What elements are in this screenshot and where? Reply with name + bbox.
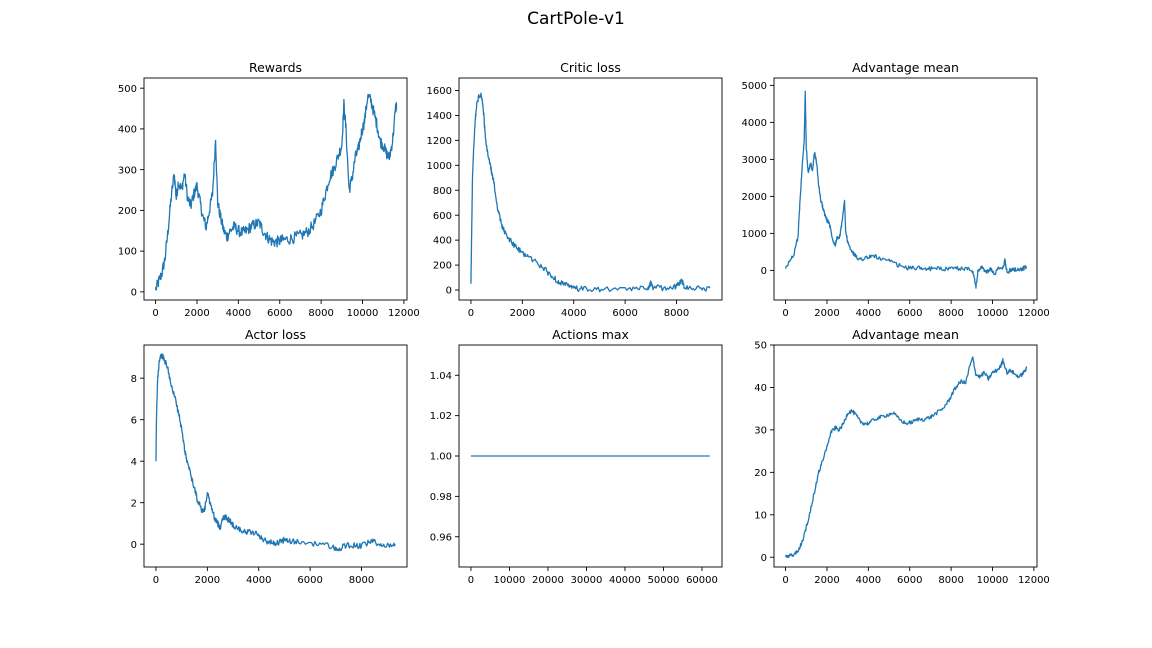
x-tick-label: 20000 [532,575,564,586]
y-tick-label: 2 [131,498,137,509]
x-tick-label: 8000 [308,308,333,319]
x-tick-label: 8000 [938,308,963,319]
subplot-title: Advantage mean [852,327,959,342]
y-tick-label: 200 [118,206,137,217]
x-tick-label: 10000 [494,575,526,586]
x-tick-label: 12000 [388,308,420,319]
subplot-2: Critic loss 0 2000 4000 6000 8000 0 200 400 600 80… [427,60,723,319]
x-tick-label: 50000 [648,575,680,586]
x-tick-label: 4000 [226,308,251,319]
series-line [470,92,711,293]
y-tick-label: 4000 [742,118,767,129]
x-tick-label: 0 [468,308,474,319]
x-tick-label: 10000 [977,308,1009,319]
y-tick-label: 600 [433,211,452,222]
x-tick-label: 2000 [184,308,209,319]
subplot-title: Actor loss [245,327,306,342]
y-tick-label: 20 [754,468,767,479]
y-tick-label: 1200 [427,136,452,147]
y-tick-label: 200 [433,261,452,272]
y-tick-label: 1400 [427,111,452,122]
y-tick-label: 0 [761,553,767,564]
y-tick-label: 300 [118,165,137,176]
axes-frame [143,344,408,568]
series-line [155,353,396,552]
x-tick-label: 30000 [571,575,603,586]
y-tick-label: 30 [754,425,767,436]
axes-frame [143,77,408,301]
x-tick-label: 10000 [977,575,1009,586]
axes-frame [773,344,1038,568]
y-tick-label: 1000 [742,229,767,240]
y-tick-label: 500 [118,84,137,95]
y-tick-label: 10 [754,510,767,521]
x-tick-label: 4000 [856,575,881,586]
y-tick-label: 1600 [427,86,452,97]
y-tick-label: 0.98 [430,492,452,503]
x-tick-label: 0 [782,308,788,319]
x-tick-label: 6000 [897,575,922,586]
y-tick-label: 2000 [742,192,767,203]
y-tick-label: 0.96 [430,532,452,543]
x-tick-label: 40000 [609,575,641,586]
series-line [154,93,398,291]
y-tick-label: 0 [761,266,767,277]
figure-title: CartPole-v1 [527,9,625,29]
y-tick-label: 6 [131,415,137,426]
x-tick-label: 6000 [612,308,637,319]
subplot-title: Critic loss [560,60,621,75]
x-tick-label: 0 [153,575,159,586]
y-tick-label: 1.04 [430,371,452,382]
x-tick-label: 8000 [664,308,689,319]
y-tick-label: 8 [131,374,137,385]
x-tick-label: 0 [468,575,474,586]
x-tick-label: 12000 [1018,575,1050,586]
x-tick-label: 6000 [267,308,292,319]
y-tick-label: 0 [131,287,137,298]
x-tick-label: 60000 [686,575,718,586]
y-tick-label: 100 [118,247,137,258]
subplot-5: Actions max 0 10000 20000 30000 40000 50000 600… [430,327,723,586]
x-tick-label: 2000 [195,575,220,586]
y-tick-label: 800 [433,186,452,197]
subplot-1: Rewards 0 2000 4000 6000 8000 10000 12000 0 100 20… [118,60,420,319]
y-tick-label: 1000 [427,161,452,172]
x-tick-label: 8000 [938,575,963,586]
x-tick-label: 4000 [856,308,881,319]
x-tick-label: 8000 [349,575,374,586]
y-tick-label: 0 [131,540,137,551]
x-tick-label: 6000 [297,575,322,586]
subplot-6: Advantage mean 0 2000 4000 6000 8000 10000 1200… [754,327,1050,586]
x-tick-label: 4000 [561,308,586,319]
x-tick-label: 12000 [1018,308,1050,319]
x-tick-label: 6000 [897,308,922,319]
y-tick-label: 1.02 [430,411,452,422]
y-tick-label: 400 [118,125,137,136]
x-tick-label: 10000 [347,308,379,319]
subplot-title: Advantage mean [852,60,959,75]
x-tick-label: 2000 [814,308,839,319]
x-tick-label: 0 [782,575,788,586]
y-tick-label: 4 [131,457,137,468]
y-tick-label: 40 [754,383,767,394]
series-line [784,90,1028,289]
y-tick-label: 3000 [742,155,767,166]
axes-frame [458,77,723,301]
subplot-title: Actions max [552,327,629,342]
x-tick-label: 4000 [246,575,271,586]
series-line [784,356,1028,559]
y-tick-label: 50 [754,341,767,352]
y-tick-label: 1.00 [430,452,452,463]
x-tick-label: 0 [152,308,158,319]
x-tick-label: 2000 [510,308,535,319]
axes-frame [773,77,1038,301]
subplot-4: Actor loss 0 2000 4000 6000 8000 0 2 4 6 8 [131,327,408,586]
subplot-title: Rewards [249,60,302,75]
y-tick-label: 400 [433,236,452,247]
y-tick-label: 0 [446,286,452,297]
x-tick-label: 2000 [814,575,839,586]
y-tick-label: 5000 [742,81,767,92]
